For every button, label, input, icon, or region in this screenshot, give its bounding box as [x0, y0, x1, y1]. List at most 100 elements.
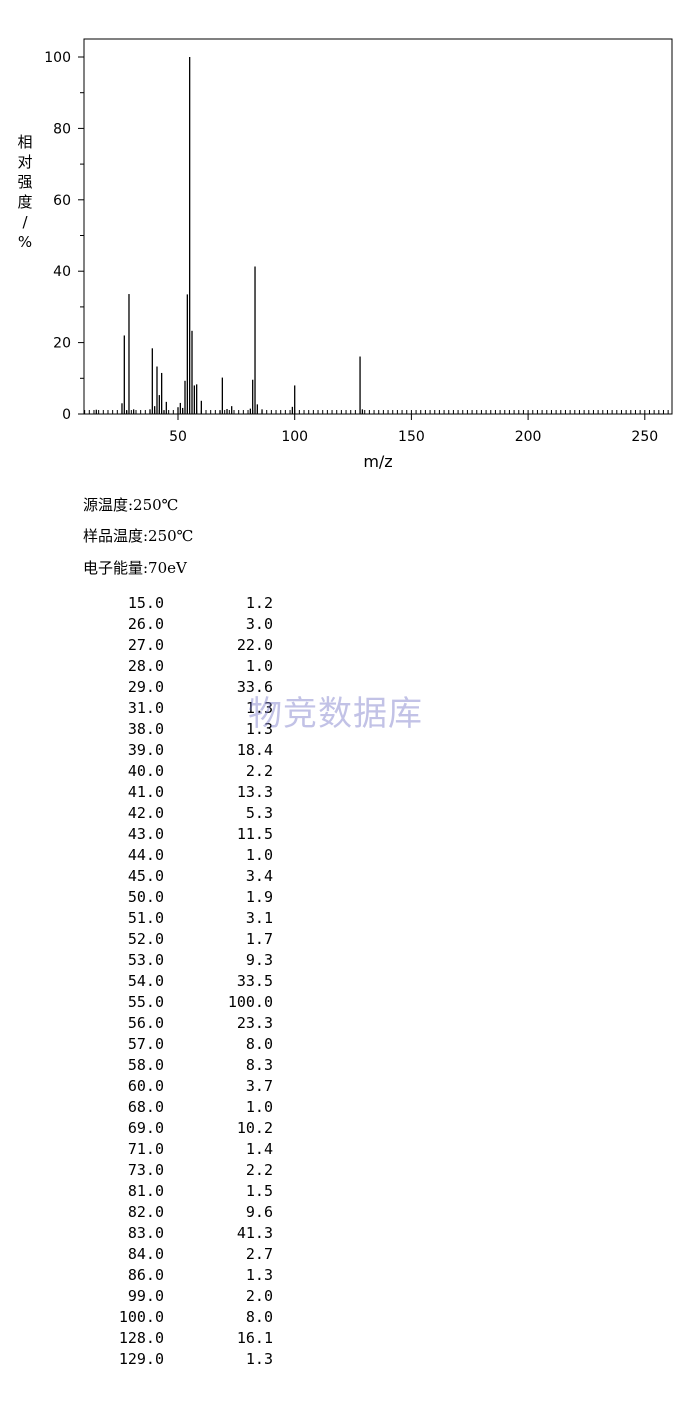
intensity-value: 9.3	[245, 951, 273, 969]
peak-list-table: 15.0 1.2 26.0 3.0 27.0 22.0 28.0 1.0 29.0 33.6 31.…	[100, 593, 273, 1370]
watermark-text: 物竞数据库	[248, 694, 423, 734]
table-row: 55.0 100.0	[100, 992, 273, 1013]
mz-value: 71.0	[127, 1140, 164, 1158]
table-row: 58.0 8.3	[100, 1055, 273, 1076]
table-row: 56.0 23.3	[100, 1013, 273, 1034]
x-tick-label: 100	[281, 429, 308, 445]
table-row: 42.0 5.3	[100, 803, 273, 824]
intensity-value: 9.6	[245, 1203, 273, 1221]
mz-value: 68.0	[127, 1098, 164, 1116]
intensity-value: 1.9	[245, 888, 273, 906]
intensity-value: 5.3	[245, 804, 273, 822]
intensity-value: 1.4	[245, 1140, 273, 1158]
mz-value: 29.0	[127, 678, 164, 696]
table-row: 129.0 1.3	[100, 1349, 273, 1370]
plot-frame	[83, 38, 673, 415]
table-row: 44.0 1.0	[100, 845, 273, 866]
table-row: 31.0 1.3	[100, 698, 273, 719]
mz-value: 42.0	[127, 804, 164, 822]
mz-value: 38.0	[127, 720, 164, 738]
table-row: 29.0 33.6	[100, 677, 273, 698]
intensity-value: 1.5	[245, 1182, 273, 1200]
table-row: 27.0 22.0	[100, 635, 273, 656]
x-tick-label: 150	[398, 429, 425, 445]
x-tick-label: 200	[515, 429, 542, 445]
intensity-value: 3.4	[245, 867, 273, 885]
table-row: 69.0 10.2	[100, 1118, 273, 1139]
mz-value: 82.0	[127, 1203, 164, 1221]
mz-value: 44.0	[127, 846, 164, 864]
mz-value: 27.0	[127, 636, 164, 654]
table-row: 53.0 9.3	[100, 950, 273, 971]
intensity-value: 16.1	[236, 1329, 273, 1347]
table-row: 54.0 33.5	[100, 971, 273, 992]
table-row: 40.0 2.2	[100, 761, 273, 782]
mz-value: 31.0	[127, 699, 164, 717]
table-row: 15.0 1.2	[100, 593, 273, 614]
intensity-value: 1.0	[245, 657, 273, 675]
table-row: 128.0 16.1	[100, 1328, 273, 1349]
intensity-value: 1.0	[245, 846, 273, 864]
mz-value: 58.0	[127, 1056, 164, 1074]
table-row: 71.0 1.4	[100, 1139, 273, 1160]
table-row: 81.0 1.5	[100, 1181, 273, 1202]
x-axis-label: m/z	[363, 452, 392, 471]
mz-value: 53.0	[127, 951, 164, 969]
intensity-value: 2.7	[245, 1245, 273, 1263]
y-axis-label: 相对强度/%	[17, 133, 32, 251]
mz-value: 128.0	[118, 1329, 164, 1347]
table-row: 28.0 1.0	[100, 656, 273, 677]
mz-value: 129.0	[118, 1350, 164, 1368]
mz-value: 43.0	[127, 825, 164, 843]
mz-value: 28.0	[127, 657, 164, 675]
mz-value: 15.0	[127, 594, 164, 612]
y-axis-ticks: 0 20 40 60 80 100	[44, 50, 84, 423]
table-row: 60.0 3.7	[100, 1076, 273, 1097]
y-tick-label: 20	[53, 336, 71, 352]
x-axis-ticks: 50 100 150 200 250	[169, 414, 658, 445]
intensity-value: 1.2	[245, 594, 273, 612]
electron-energy: 电子能量:70eV	[83, 559, 187, 577]
table-row: 45.0 3.4	[100, 866, 273, 887]
intensity-value: 1.3	[245, 720, 273, 738]
table-row: 43.0 11.5	[100, 824, 273, 845]
intensity-value: 8.0	[245, 1308, 273, 1326]
mz-value: 81.0	[127, 1182, 164, 1200]
intensity-value: 13.3	[236, 783, 273, 801]
mz-value: 84.0	[127, 1245, 164, 1263]
intensity-value: 3.1	[245, 909, 273, 927]
intensity-value: 22.0	[236, 636, 273, 654]
mz-value: 41.0	[127, 783, 164, 801]
mz-value: 50.0	[127, 888, 164, 906]
y-tick-label: 80	[53, 121, 71, 137]
intensity-value: 2.2	[245, 1161, 273, 1179]
sample-temperature: 样品温度:250℃	[83, 527, 194, 545]
table-row: 84.0 2.7	[100, 1244, 273, 1265]
mz-value: 56.0	[127, 1014, 164, 1032]
intensity-value: 23.3	[236, 1014, 273, 1032]
intensity-value: 1.7	[245, 930, 273, 948]
table-row: 99.0 2.0	[100, 1286, 273, 1307]
intensity-value: 1.3	[245, 699, 273, 717]
source-temperature: 源温度:250℃	[83, 496, 179, 514]
x-tick-label: 250	[631, 429, 658, 445]
table-row: 86.0 1.3	[100, 1265, 273, 1286]
mz-value: 55.0	[127, 993, 164, 1011]
intensity-value: 1.3	[245, 1350, 273, 1368]
table-row: 52.0 1.7	[100, 929, 273, 950]
peak-bars	[95, 57, 364, 414]
intensity-value: 33.5	[236, 972, 273, 990]
table-row: 41.0 13.3	[100, 782, 273, 803]
mz-value: 39.0	[127, 741, 164, 759]
mz-value: 40.0	[127, 762, 164, 780]
table-row: 82.0 9.6	[100, 1202, 273, 1223]
mz-value: 45.0	[127, 867, 164, 885]
table-row: 39.0 18.4	[100, 740, 273, 761]
mz-value: 51.0	[127, 909, 164, 927]
mz-value: 69.0	[127, 1119, 164, 1137]
table-row: 38.0 1.3	[100, 719, 273, 740]
table-row: 26.0 3.0	[100, 614, 273, 635]
table-row: 50.0 1.9	[100, 887, 273, 908]
x-tick-label: 50	[169, 429, 187, 445]
intensity-value: 8.0	[245, 1035, 273, 1053]
